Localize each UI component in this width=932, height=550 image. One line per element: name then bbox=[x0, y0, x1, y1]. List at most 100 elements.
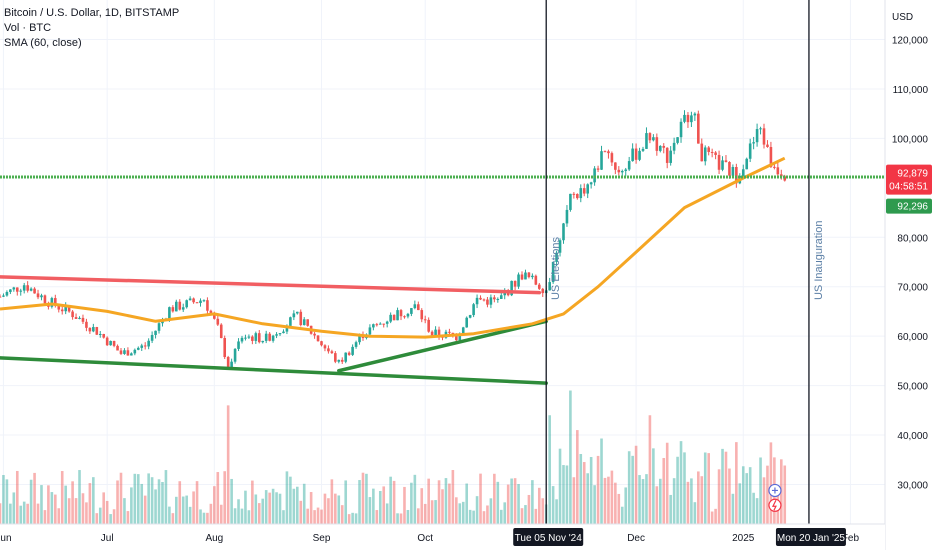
event-date-label: Tue 05 Nov '24 bbox=[515, 533, 583, 544]
volume-bar bbox=[112, 509, 116, 524]
volume-bar bbox=[437, 480, 441, 524]
candle-body bbox=[745, 158, 749, 170]
candle-body bbox=[423, 319, 427, 321]
candle-body bbox=[157, 323, 161, 331]
volume-bar bbox=[275, 492, 278, 524]
volume-bar bbox=[600, 438, 603, 524]
volume-bar bbox=[188, 506, 192, 524]
candle-body bbox=[40, 295, 43, 298]
candle-body bbox=[119, 350, 123, 354]
candle-body bbox=[769, 146, 773, 167]
volume-bar bbox=[50, 492, 54, 524]
volume-bar bbox=[150, 477, 154, 524]
volume-bar bbox=[47, 485, 50, 524]
candle-body bbox=[486, 299, 489, 305]
volume-bar bbox=[582, 462, 586, 524]
candle-body bbox=[413, 304, 417, 309]
volume-bar bbox=[261, 498, 265, 524]
candle-body bbox=[313, 333, 316, 336]
candle-body bbox=[531, 275, 534, 278]
volume-bar bbox=[289, 476, 292, 524]
candle-body bbox=[665, 147, 669, 163]
volume-bar bbox=[130, 487, 133, 524]
candle-body bbox=[185, 300, 188, 308]
volume-bar bbox=[717, 469, 721, 524]
price-tick-label: 80,000 bbox=[897, 233, 928, 244]
sma-line bbox=[0, 156, 786, 339]
candle-body bbox=[102, 333, 106, 338]
volume-bar bbox=[240, 508, 244, 524]
candle-body bbox=[731, 167, 735, 176]
candle-body bbox=[638, 150, 641, 160]
volume-bar bbox=[759, 457, 762, 524]
candle-body bbox=[683, 114, 686, 122]
event-label: US Elections bbox=[550, 237, 562, 300]
volume-bar bbox=[344, 480, 348, 524]
volume-bar bbox=[2, 475, 5, 524]
candle-body bbox=[686, 114, 690, 123]
event-date-tag bbox=[513, 528, 584, 546]
volume-bar bbox=[119, 472, 123, 524]
candle-body bbox=[517, 274, 520, 287]
candle-body bbox=[375, 324, 379, 326]
volume-bar bbox=[302, 483, 306, 524]
candle-body bbox=[565, 209, 569, 224]
volume-bar bbox=[458, 503, 462, 524]
candle-body bbox=[520, 274, 524, 280]
event-date-label: Mon 20 Jan '25 bbox=[777, 533, 846, 544]
volume-bar bbox=[693, 502, 697, 524]
candle-body bbox=[614, 162, 617, 170]
candle-body bbox=[589, 182, 593, 185]
volume-bar bbox=[569, 390, 572, 524]
candle-body bbox=[95, 327, 99, 335]
candle-body bbox=[475, 297, 479, 305]
volume-bar bbox=[88, 483, 92, 524]
volume-bar bbox=[327, 498, 330, 524]
volume-bar bbox=[724, 451, 728, 524]
candle-body bbox=[192, 298, 195, 303]
volume-bar bbox=[465, 483, 468, 524]
chart-lines bbox=[0, 156, 885, 385]
candle-body bbox=[98, 333, 102, 335]
volume-bar bbox=[81, 493, 85, 524]
candle-body bbox=[548, 282, 551, 291]
support-price-tag bbox=[886, 198, 932, 214]
volume-bar bbox=[19, 505, 23, 524]
candle-body bbox=[219, 324, 223, 339]
flash-icon bbox=[768, 498, 782, 512]
volume-bar bbox=[102, 492, 106, 524]
candle-body bbox=[60, 309, 64, 312]
volume-bar bbox=[133, 473, 137, 524]
volume-bar bbox=[264, 490, 268, 524]
volume-bar bbox=[43, 510, 47, 524]
candle-body bbox=[579, 188, 583, 199]
volume-bar bbox=[413, 474, 417, 524]
volume-bar bbox=[748, 467, 752, 524]
volume-bar bbox=[296, 486, 299, 524]
candle-body bbox=[282, 331, 285, 334]
candle-body bbox=[340, 359, 344, 362]
volume-bar bbox=[178, 481, 182, 524]
candle-body bbox=[216, 318, 220, 325]
candle-body bbox=[33, 288, 36, 294]
candle-body bbox=[123, 350, 126, 354]
volume-bar bbox=[603, 477, 607, 524]
candle-body bbox=[392, 314, 396, 321]
volume-bar bbox=[641, 479, 645, 524]
candle-body bbox=[755, 129, 759, 143]
candle-body bbox=[468, 315, 472, 318]
candle-body bbox=[458, 333, 462, 341]
volume-bar bbox=[358, 480, 361, 524]
volume-bar bbox=[226, 405, 230, 524]
chart-legend: Bitcoin / U.S. Dollar, 1D, BITSTAMP Vol … bbox=[4, 6, 179, 51]
flash-icon-glyph bbox=[771, 500, 777, 511]
candle-body bbox=[766, 144, 769, 147]
candle-body bbox=[555, 252, 558, 262]
candle-body bbox=[64, 305, 67, 312]
candle-body bbox=[652, 137, 655, 141]
volume-bar bbox=[752, 492, 755, 524]
volume-bar bbox=[562, 465, 565, 524]
volume-bar bbox=[330, 479, 334, 524]
